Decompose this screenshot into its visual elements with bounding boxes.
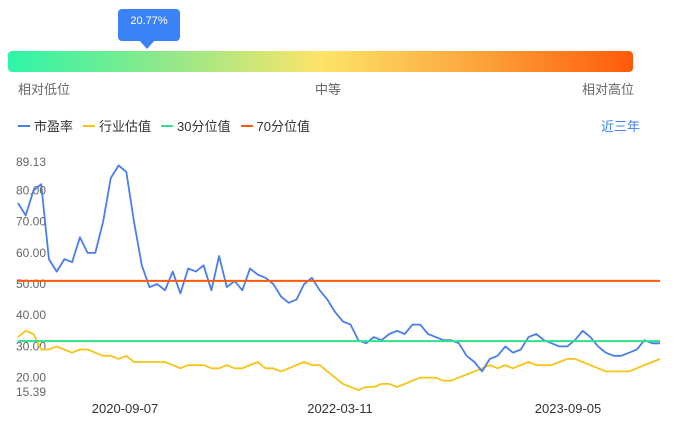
y-tick-label: 40.00 bbox=[16, 308, 46, 322]
high-level-label: 相对高位 bbox=[582, 82, 635, 97]
y-tick-label: 20.00 bbox=[16, 371, 46, 385]
series-line-industry bbox=[17, 329, 661, 392]
y-tick-label: 89.13 bbox=[16, 155, 46, 169]
legend-label-industry: 行业估值 bbox=[99, 119, 152, 134]
x-tick-label: 2023-09-05 bbox=[535, 401, 602, 416]
mid-level-label: 中等 bbox=[315, 82, 342, 97]
valuation-gradient-bar bbox=[8, 51, 633, 72]
legend-swatch-industry bbox=[83, 124, 96, 127]
y-tick-label: 50.00 bbox=[16, 277, 46, 291]
time-range-selector[interactable]: 近三年 bbox=[600, 119, 640, 134]
legend-item-industry[interactable]: 行业估值 bbox=[83, 116, 151, 135]
legend-item-p70[interactable]: 70分位值 bbox=[240, 116, 310, 135]
y-tick-label: 60.00 bbox=[16, 246, 46, 260]
legend-swatch-p30 bbox=[161, 124, 174, 127]
legend-item-pe[interactable]: 市盈率 bbox=[18, 116, 73, 135]
chart-legend: 市盈率 行业估值 30分位值 70分位值 bbox=[18, 116, 310, 135]
series-line-pe bbox=[17, 164, 660, 373]
legend-swatch-pe bbox=[18, 124, 30, 127]
legend-item-p30[interactable]: 30分位值 bbox=[161, 116, 231, 135]
low-level-label: 相对低位 bbox=[18, 82, 71, 97]
x-tick-label: 2022-03-11 bbox=[307, 401, 373, 416]
legend-swatch-p70 bbox=[240, 124, 253, 127]
legend-label-p70: 70分位值 bbox=[256, 119, 310, 134]
x-tick-label: 2020-09-07 bbox=[92, 401, 159, 416]
percentile-value: 20.77% bbox=[130, 15, 168, 27]
percentile-tooltip: 20.77% bbox=[118, 9, 180, 49]
legend-label-pe: 市盈率 bbox=[34, 119, 74, 134]
y-tick-label: 15.39 bbox=[16, 385, 46, 399]
y-tick-label: 70.00 bbox=[16, 215, 46, 229]
legend-label-p30: 30分位值 bbox=[177, 119, 231, 134]
